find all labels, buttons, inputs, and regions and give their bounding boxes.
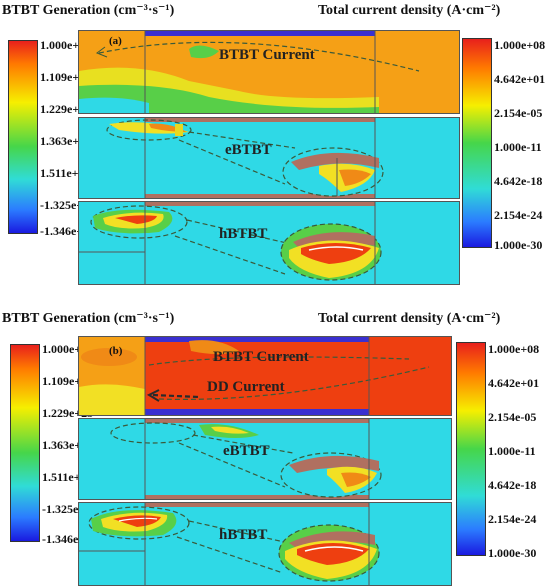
tick-label: 1.000e-11	[494, 140, 542, 154]
btbt-generation-title: BTBT Generation (cm⁻³·s⁻¹)	[2, 311, 175, 326]
panel-label: (a)	[109, 35, 122, 47]
row-label: DD Current	[207, 379, 285, 395]
btbt-current-map: (a) BTBT Current	[78, 30, 460, 114]
current-density-colorbar	[456, 342, 486, 556]
tick-label: 1.000e+08	[488, 342, 540, 356]
row-label: eBTBT	[225, 142, 272, 158]
hbtbt-map: hBTBT	[78, 201, 460, 285]
total-current-density-title: Total current density (A·cm⁻²)	[318, 3, 501, 18]
tick-label: 4.642e-18	[488, 478, 537, 492]
hbtbt-map: hBTBT	[78, 502, 452, 586]
row-label: BTBT Current	[219, 47, 315, 63]
tick-label: 1.000e-30	[488, 546, 537, 560]
tick-label: 2.154e-05	[494, 106, 543, 120]
current-density-colorbar	[462, 38, 492, 248]
row-label: hBTBT	[219, 527, 268, 543]
total-current-density-title: Total current density (A·cm⁻²)	[318, 311, 501, 326]
btbt-generation-colorbar	[8, 40, 38, 234]
tick-label: 4.642e-18	[494, 174, 543, 188]
row-label: eBTBT	[223, 443, 270, 459]
btbt-dd-current-map: (b) BTBT Current DD Current	[78, 336, 452, 416]
panel-label: (b)	[109, 345, 123, 357]
btbt-generation-colorbar	[10, 344, 40, 542]
tick-label: 1.511e+15	[40, 166, 91, 180]
tick-label: 1.000e-30	[494, 238, 543, 252]
tick-label: 1.000e+08	[494, 38, 546, 52]
tick-label: 2.154e-24	[494, 208, 543, 222]
tick-label: 2.154e-24	[488, 512, 537, 526]
btbt-generation-title: BTBT Generation (cm⁻³·s⁻¹)	[2, 3, 175, 18]
ebtbt-map: eBTBT	[78, 418, 452, 500]
tick-label: 2.154e-05	[488, 410, 537, 424]
row-label: BTBT Current	[213, 349, 309, 365]
row-label: hBTBT	[219, 226, 268, 242]
panel-a: BTBT Generation (cm⁻³·s⁻¹) Total current…	[0, 0, 550, 290]
tick-label: 1.000e-11	[488, 444, 536, 458]
ebtbt-map: eBTBT	[78, 117, 460, 199]
tick-label: 4.642e+01	[488, 376, 540, 390]
panel-b: BTBT Generation (cm⁻³·s⁻¹) Total current…	[0, 308, 550, 587]
tick-label: 4.642e+01	[494, 72, 546, 86]
